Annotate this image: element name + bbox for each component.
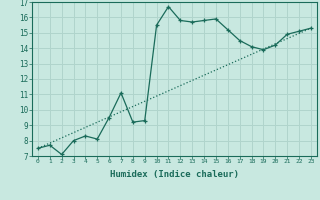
- X-axis label: Humidex (Indice chaleur): Humidex (Indice chaleur): [110, 170, 239, 179]
